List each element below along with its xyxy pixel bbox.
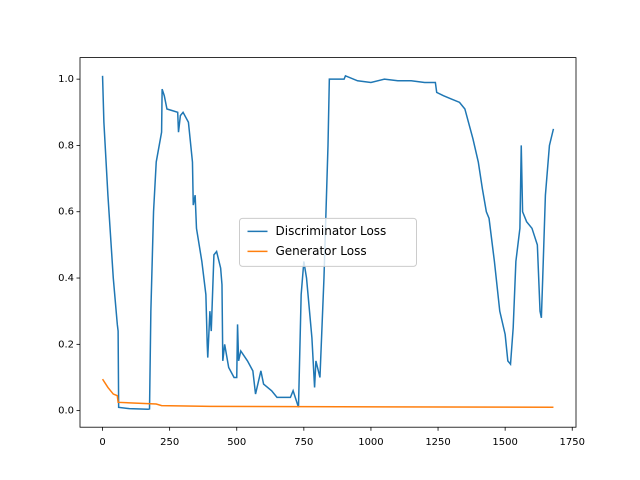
y-tick-label: 0.6 — [58, 207, 74, 218]
x-tick-label: 250 — [160, 437, 179, 448]
line — [101, 378, 554, 409]
y-tick-label: 0.8 — [58, 140, 74, 151]
x-tick-label: 0 — [99, 437, 105, 448]
plot-frame — [79, 57, 577, 428]
x-tick-label: 500 — [227, 437, 246, 448]
y-tick-label: 0.4 — [58, 273, 74, 284]
legend: Discriminator Loss Generator Loss — [239, 217, 417, 267]
legend-label: Generator Loss — [276, 244, 367, 258]
x-tick-label: 1250 — [425, 437, 450, 448]
x-tick-label: 1750 — [560, 437, 585, 448]
y-tick-label: 1.0 — [58, 74, 74, 85]
y-tick-label: 0.0 — [58, 406, 74, 417]
legend-label: Discriminator Loss — [276, 224, 387, 238]
x-tick-label: 1500 — [492, 437, 517, 448]
x-tick-label: 1000 — [358, 437, 383, 448]
legend-box — [239, 217, 417, 267]
line — [101, 74, 555, 411]
x-tick-label: 750 — [294, 437, 313, 448]
y-tick-label: 0.2 — [58, 339, 74, 350]
